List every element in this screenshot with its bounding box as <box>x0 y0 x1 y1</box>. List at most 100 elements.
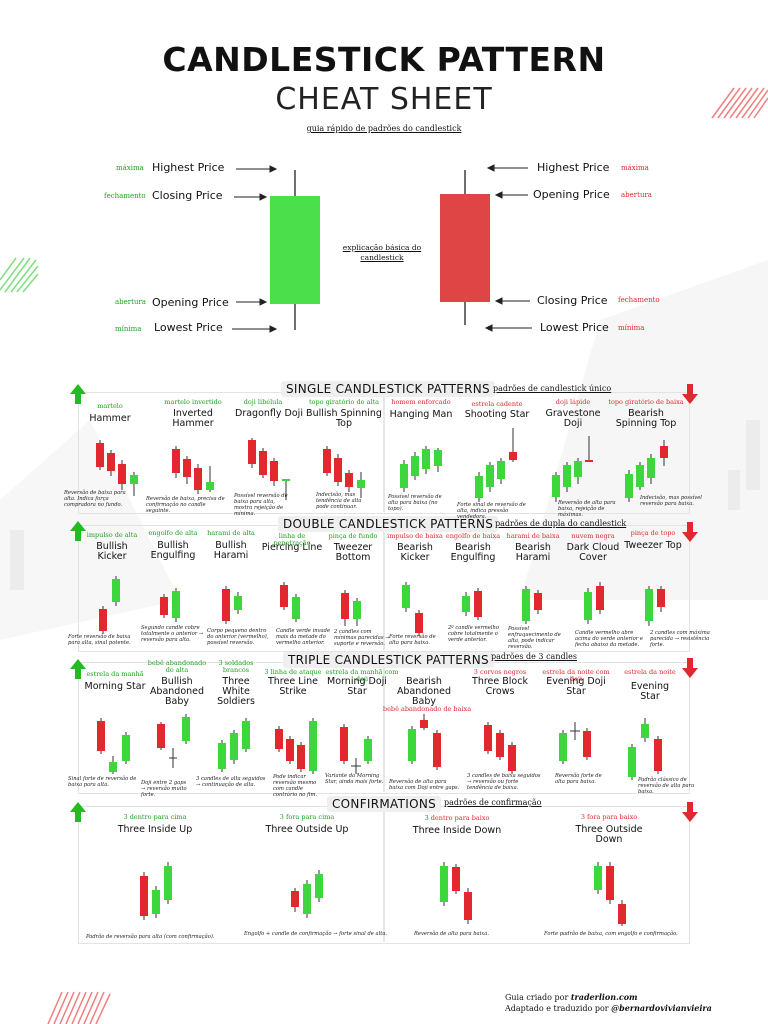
double-section-title: DOUBLE CANDLESTICK PATTERNS <box>278 516 499 532</box>
pattern-pt-name: linha de penetração <box>273 532 311 547</box>
bullish-harami-candles <box>222 586 242 624</box>
bull-closing-label: Closing Price <box>152 189 223 202</box>
bear-opening-label: Opening Price <box>533 188 610 201</box>
bear-lowest-pt: mínima <box>618 324 645 332</box>
hanging-man-candles <box>400 446 442 492</box>
pattern-pt-name: impulso de alta <box>86 531 138 539</box>
credits-translator-handle[interactable]: @bernardovivianvieira <box>611 1003 712 1013</box>
credits-author-link[interactable]: traderlion.com <box>570 992 638 1002</box>
dark-cloud-cover-candles <box>584 582 604 624</box>
bearish-spinning-top-candles <box>625 440 668 502</box>
pattern-pt-name: bebê abandonado de alta <box>147 659 207 674</box>
pattern-desc: Segundo candle cobre totalmente o anteri… <box>141 625 204 643</box>
pattern-desc: Padrão de reversão para alta (com confir… <box>86 934 215 940</box>
pattern-pt-name: impulso de baixa <box>387 532 443 540</box>
pattern-desc: Possível reversão de baixa para alta, mo… <box>234 493 288 517</box>
pattern-name: Three White Soldiers <box>217 676 255 707</box>
bear-lowest-label: Lowest Price <box>540 321 609 334</box>
pattern-name: Hammer <box>89 413 131 424</box>
pattern-name: Hanging Man <box>389 409 453 420</box>
pattern-name: Bullish Kicker <box>96 541 128 562</box>
triple-section-title: TRIPLE CANDLESTICK PATTERNS <box>283 652 494 668</box>
bull-candle-body <box>270 196 320 304</box>
pattern-name: Three Inside Up <box>117 824 193 835</box>
bear-candle-body <box>440 194 490 302</box>
double-section-subtitle: padrões de dupla do candlestick <box>495 519 627 528</box>
bullish-kicker-candles <box>99 576 120 634</box>
pattern-desc: 2 candles com máxima parecida → resistên… <box>650 630 710 648</box>
bull-opening-label: Opening Price <box>152 296 229 309</box>
pattern-desc: Possível reversão de alta para baixa (no… <box>388 494 442 512</box>
pattern-desc: Forte reversão de baixa para alta, sinal… <box>68 634 131 646</box>
pattern-name: Shooting Star <box>464 409 530 420</box>
pattern-pt-name: engolfo de baixa <box>445 532 501 540</box>
inverted-hammer-candles <box>172 446 214 494</box>
hammer-candles <box>96 440 138 496</box>
bearish-kicker-candles <box>402 582 423 636</box>
pattern-name: Dark Cloud Cover <box>566 542 620 563</box>
pattern-desc: 2º candle vermelho cobre totalmente o ve… <box>448 625 500 643</box>
pattern-name: Piercing Line <box>261 542 323 553</box>
bear-opening-pt: abertura <box>621 191 652 199</box>
pattern-name: Bearish Engulfing <box>450 542 496 563</box>
confirmations-section-title: CONFIRMATIONS <box>327 796 442 812</box>
arrow-up-icon <box>70 384 86 822</box>
pattern-name: Three Block Crows <box>472 676 528 697</box>
pattern-desc: 2 candles com mínimas parecidas → suport… <box>334 629 390 647</box>
pattern-desc: Indecisão, mas possível reversão para ba… <box>640 495 702 507</box>
bull-highest-label: Highest Price <box>152 161 225 174</box>
bear-highest-pt: máxima <box>621 164 649 172</box>
pattern-pt-name: martelo <box>97 402 123 410</box>
pattern-desc: Forte padrão de baixa, com engolfo e con… <box>544 931 678 937</box>
three-block-crows-candles <box>484 722 516 774</box>
pattern-desc: Forte sinal de reversão de alta, indica … <box>457 502 526 520</box>
three-white-soldiers-candles <box>218 718 250 772</box>
pattern-desc: Reversão de baixa, precisa de confirmaçã… <box>146 496 225 514</box>
pattern-desc: Reversão de alta para baixa, rejeição de… <box>558 500 616 518</box>
evening-doji-star-candles <box>559 722 591 764</box>
bull-opening-pt: abertura <box>115 298 146 306</box>
three-inside-up-candles <box>140 862 172 920</box>
pattern-desc: Pode indicar reversão mesmo com candle c… <box>273 774 318 798</box>
pattern-pt-name: 3 fora para cima <box>279 813 335 821</box>
pattern-pt-name: doji libélula <box>243 398 283 406</box>
pattern-name: Tweezer Bottom <box>333 542 373 563</box>
piercing-line-candles <box>280 582 300 622</box>
tweezer-top-candles <box>645 586 665 626</box>
pattern-desc: Indecisão, mas tendência de alta pode co… <box>316 492 362 510</box>
morning-doji-star-candles <box>340 724 372 774</box>
page-title: CANDLESTICK PATTERN <box>162 40 606 79</box>
bearish-harami-candles <box>522 586 542 624</box>
pattern-name: Morning Star <box>84 681 146 692</box>
credits-line1-prefix: Guia criado por <box>505 993 571 1002</box>
three-line-strike-candles <box>275 718 317 774</box>
bearish-engulfing-candles <box>462 588 482 620</box>
pattern-name: Tweezer Top <box>624 540 682 551</box>
pattern-name: Evening Star <box>630 681 670 702</box>
bg-candles-decor <box>10 420 760 590</box>
pattern-pt-name: estrela da noite com doji <box>542 668 610 683</box>
pattern-desc: Candle verde invade mais da metade do ve… <box>276 628 331 646</box>
pattern-pt-name: pinça de topo <box>630 529 676 537</box>
bear-highest-label: Highest Price <box>537 161 610 174</box>
dragonfly-doji-candles <box>248 438 290 500</box>
three-inside-down-candles <box>440 862 472 924</box>
pattern-name: Bearish Abandoned Baby <box>396 676 452 707</box>
confirmations-section-subtitle: padrões de confirmação <box>444 798 542 807</box>
pattern-name: Gravestone Doji <box>545 408 601 429</box>
pattern-pt-name: doji lápide <box>555 398 591 406</box>
pattern-pt-name: estrela da noite <box>624 668 676 676</box>
pattern-name: Bearish Harami <box>515 542 551 563</box>
pattern-desc: Doji entre 2 gaps → reversão muito forte… <box>141 780 187 798</box>
bull-closing-pt: fechamento <box>104 192 146 200</box>
anatomy-diagram <box>232 164 532 333</box>
hatch-decor-left <box>0 257 39 293</box>
pattern-pt-name: 3 dentro para cima <box>123 813 187 821</box>
pattern-pt-name: 3 dentro para baixo <box>424 814 490 822</box>
pattern-pt-name: 3 linha de ataque <box>264 668 322 676</box>
three-outside-down-candles <box>594 862 626 926</box>
